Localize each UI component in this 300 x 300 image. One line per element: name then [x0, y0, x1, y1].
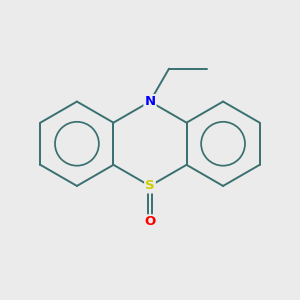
Text: N: N	[144, 95, 156, 108]
Text: S: S	[145, 179, 155, 192]
Text: O: O	[144, 215, 156, 228]
